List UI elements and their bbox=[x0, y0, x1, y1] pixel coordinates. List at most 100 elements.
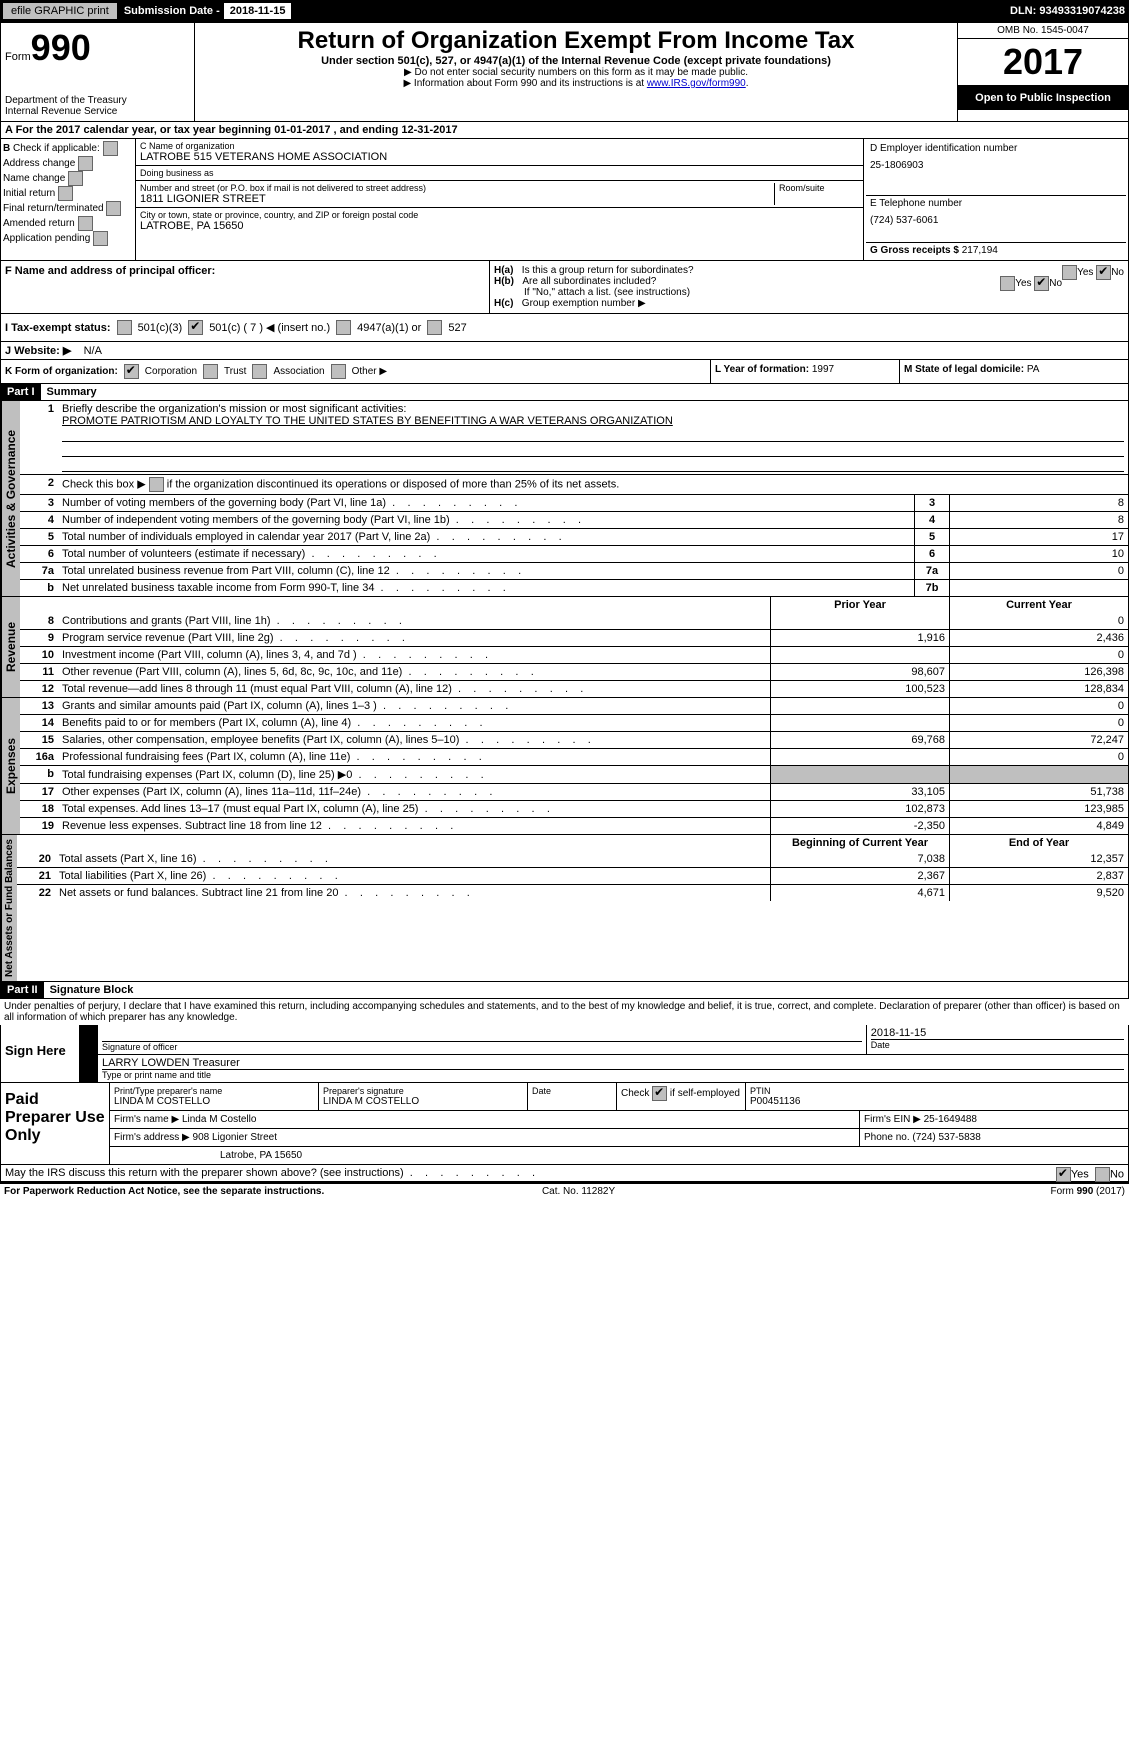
current-value bbox=[949, 766, 1128, 783]
tax-year: 2017 bbox=[958, 39, 1128, 86]
current-value: 72,247 bbox=[949, 732, 1128, 748]
self-employed-checkbox[interactable] bbox=[652, 1086, 667, 1101]
prior-value: 102,873 bbox=[770, 801, 949, 817]
prior-value bbox=[770, 715, 949, 731]
hb-label: Are all subordinates included? bbox=[522, 276, 656, 287]
current-value: 4,849 bbox=[949, 818, 1128, 834]
line1-label: Briefly describe the organization's miss… bbox=[62, 403, 406, 415]
line-text: Total liabilities (Part X, line 26) bbox=[55, 868, 770, 884]
discuss-yes-checkbox[interactable] bbox=[1056, 1167, 1071, 1182]
line3: Number of voting members of the governin… bbox=[58, 495, 914, 511]
line7b-value bbox=[949, 580, 1128, 596]
line2-checkbox[interactable] bbox=[149, 477, 164, 492]
gross-value: 217,194 bbox=[962, 245, 998, 256]
501c3-checkbox[interactable] bbox=[117, 320, 132, 335]
line-text: Investment income (Part VIII, column (A)… bbox=[58, 647, 770, 663]
irs-link[interactable]: www.IRS.gov/form990 bbox=[647, 78, 746, 89]
discuss-no-checkbox[interactable] bbox=[1095, 1167, 1110, 1182]
form-footer: Form 990 (2017) bbox=[1050, 1186, 1124, 1197]
sign-here-block: Sign Here Signature of officer 2018-11-1… bbox=[0, 1025, 1129, 1083]
declaration: Under penalties of perjury, I declare th… bbox=[0, 999, 1129, 1025]
cat-no: Cat. No. 11282Y bbox=[542, 1186, 615, 1197]
prior-value: 69,768 bbox=[770, 732, 949, 748]
phone-label: E Telephone number bbox=[870, 198, 1122, 209]
current-value: 0 bbox=[949, 698, 1128, 714]
line6: Total number of volunteers (estimate if … bbox=[58, 546, 914, 562]
form-990: 990 bbox=[31, 27, 91, 68]
line-text: Total assets (Part X, line 16) bbox=[55, 851, 770, 867]
form-label: Form bbox=[5, 51, 31, 63]
firm-address: 908 Ligonier Street bbox=[193, 1132, 278, 1143]
checkbox[interactable] bbox=[78, 156, 93, 171]
line4-value: 8 bbox=[949, 512, 1128, 528]
trust-checkbox[interactable] bbox=[203, 364, 218, 379]
current-value: 12,357 bbox=[949, 851, 1128, 867]
line-text: Revenue less expenses. Subtract line 18 … bbox=[58, 818, 770, 834]
expenses-vlabel: Expenses bbox=[1, 698, 20, 834]
line6-value: 10 bbox=[949, 546, 1128, 562]
current-value: 0 bbox=[949, 749, 1128, 765]
prior-value: 100,523 bbox=[770, 681, 949, 697]
checkbox[interactable] bbox=[78, 216, 93, 231]
ha-no-checkbox[interactable] bbox=[1096, 265, 1111, 280]
corp-checkbox[interactable] bbox=[124, 364, 139, 379]
prior-value: 7,038 bbox=[770, 851, 949, 867]
top-bar: efile GRAPHIC print Submission Date - 20… bbox=[0, 0, 1129, 22]
firm-phone: (724) 537-5838 bbox=[912, 1132, 980, 1143]
submission-date: 2018-11-15 bbox=[224, 3, 292, 19]
current-value: 9,520 bbox=[949, 885, 1128, 901]
4947-checkbox[interactable] bbox=[336, 320, 351, 335]
subtitle-2: ▶ Do not enter social security numbers o… bbox=[199, 67, 953, 78]
prior-value: 1,916 bbox=[770, 630, 949, 646]
line-A: A For the 2017 calendar year, or tax yea… bbox=[0, 122, 1129, 139]
city-value: LATROBE, PA 15650 bbox=[140, 220, 859, 232]
current-value: 2,837 bbox=[949, 868, 1128, 884]
hb-no-checkbox[interactable] bbox=[1034, 276, 1049, 291]
ptin: P00451136 bbox=[750, 1096, 1124, 1107]
sig-date-label: Date bbox=[871, 1039, 1124, 1050]
prior-value: -2,350 bbox=[770, 818, 949, 834]
section-FH: F Name and address of principal officer:… bbox=[0, 261, 1129, 314]
527-checkbox[interactable] bbox=[427, 320, 442, 335]
arrow-icon bbox=[80, 1025, 98, 1054]
current-year-header: Current Year bbox=[949, 597, 1128, 613]
netassets-section: Net Assets or Fund Balances Beginning of… bbox=[0, 835, 1129, 982]
section-J: J Website: ▶ N/A bbox=[0, 342, 1129, 360]
checkbox[interactable] bbox=[68, 171, 83, 186]
efile-button[interactable]: efile GRAPHIC print bbox=[2, 2, 118, 20]
sig-officer-label: Signature of officer bbox=[102, 1041, 862, 1052]
org-name-label: C Name of organization bbox=[140, 141, 859, 151]
prior-year-header: Prior Year bbox=[770, 597, 949, 613]
officer-name: LARRY LOWDEN Treasurer bbox=[102, 1057, 1124, 1069]
ha-yes-checkbox[interactable] bbox=[1062, 265, 1077, 280]
prior-value bbox=[770, 698, 949, 714]
line4: Number of independent voting members of … bbox=[58, 512, 914, 528]
name-title-label: Type or print name and title bbox=[102, 1069, 1124, 1080]
ein-value: 25-1806903 bbox=[870, 154, 1122, 171]
city-label: City or town, state or province, country… bbox=[140, 210, 859, 220]
sig-date: 2018-11-15 bbox=[871, 1027, 1124, 1039]
line-text: Other expenses (Part IX, column (A), lin… bbox=[58, 784, 770, 800]
sign-here-label: Sign Here bbox=[1, 1025, 79, 1082]
other-checkbox[interactable] bbox=[331, 364, 346, 379]
line-text: Professional fundraising fees (Part IX, … bbox=[58, 749, 770, 765]
firm-name: Linda M Costello bbox=[182, 1114, 256, 1125]
discuss-row: May the IRS discuss this return with the… bbox=[0, 1165, 1129, 1182]
current-value: 128,834 bbox=[949, 681, 1128, 697]
current-value: 51,738 bbox=[949, 784, 1128, 800]
checkbox[interactable] bbox=[106, 201, 121, 216]
gross-label: G Gross receipts $ bbox=[870, 245, 962, 256]
line-text: Grants and similar amounts paid (Part IX… bbox=[58, 698, 770, 714]
501c-checkbox[interactable] bbox=[188, 320, 203, 335]
line5-value: 17 bbox=[949, 529, 1128, 545]
netassets-vlabel: Net Assets or Fund Balances bbox=[1, 835, 17, 981]
current-value: 0 bbox=[949, 715, 1128, 731]
assoc-checkbox[interactable] bbox=[252, 364, 267, 379]
subtitle-3: ▶ Information about Form 990 and its ins… bbox=[199, 78, 953, 89]
checkbox[interactable] bbox=[93, 231, 108, 246]
checkbox[interactable] bbox=[58, 186, 73, 201]
revenue-vlabel: Revenue bbox=[1, 597, 20, 697]
dept-treasury: Department of the Treasury bbox=[5, 95, 190, 106]
line-text: Total fundraising expenses (Part IX, col… bbox=[58, 766, 770, 783]
hb-yes-checkbox[interactable] bbox=[1000, 276, 1015, 291]
